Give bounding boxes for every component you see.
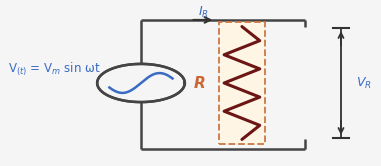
Text: V$_{(t)}$ = V$_m$ sin ωt: V$_{(t)}$ = V$_m$ sin ωt: [8, 61, 100, 78]
Text: V$_R$: V$_R$: [356, 76, 372, 90]
Circle shape: [97, 64, 185, 102]
Text: R: R: [194, 76, 206, 90]
Bar: [219, 22, 265, 144]
Text: I$_R$: I$_R$: [198, 5, 210, 20]
